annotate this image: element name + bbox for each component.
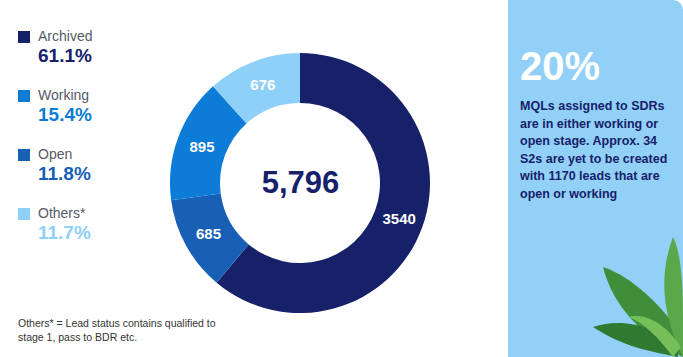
html-text:Others* = Lead status contains: Others* = Lead status contains qualified…	[18, 317, 216, 343]
html-text:Others*: Others*	[38, 205, 86, 221]
html-text:Archived: Archived	[38, 28, 93, 44]
html-text:Working: Working	[38, 87, 90, 103]
svg-text:895: 895	[189, 138, 214, 155]
html-text:Open: Open	[38, 146, 73, 162]
html-text:11.7%: 11.7%	[38, 222, 91, 243]
html-text:MQLs assigned to SDRs are in e: MQLs assigned to SDRs are in either work…	[520, 99, 668, 201]
svg-text:685: 685	[196, 225, 221, 242]
svg-text:676: 676	[250, 76, 275, 93]
html-text:15.4%: 15.4%	[38, 104, 92, 125]
svg-text:3540: 3540	[383, 210, 416, 227]
html-text:20%: 20%	[520, 44, 601, 88]
html-text:61.1%: 61.1%	[38, 45, 92, 66]
svg-text:5,796: 5,796	[262, 165, 340, 200]
html-text:11.8%: 11.8%	[38, 163, 91, 184]
